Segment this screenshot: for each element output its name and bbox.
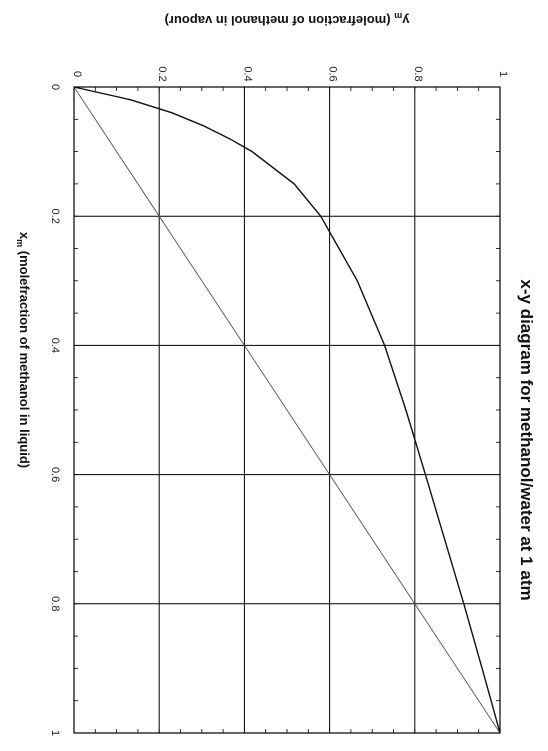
- x-tick-label: 0.6: [49, 467, 61, 482]
- x-axis-title-main: x: [17, 232, 32, 240]
- y-axis-title-sub: m: [394, 11, 402, 21]
- x-axis-title-sub: m: [15, 239, 25, 247]
- chart-title: x-y diagram for methanol/water at 1 atm: [517, 279, 536, 600]
- y-axis-title-rest: (molefraction of methanol in vapour): [165, 13, 395, 28]
- x-axis-title-rest: (molefraction of methanol in liquid): [17, 247, 32, 468]
- y-tick-labels: 0 0.2 0.4 0.6 0.8 1: [71, 66, 509, 81]
- y-axis-title-main: y: [401, 13, 409, 28]
- grid-lines: [74, 87, 500, 733]
- diagonal-line: [73, 86, 501, 734]
- plot-frame: [73, 86, 501, 734]
- y-tick-label: 0.6: [327, 66, 339, 81]
- x-tick-label: 0.2: [49, 209, 61, 224]
- y-tick-label: 0: [71, 71, 83, 77]
- y-tick-label: 1: [497, 71, 509, 77]
- equilibrium-curve: [73, 86, 501, 734]
- x-tick-label: 1: [49, 730, 61, 736]
- x-tick-labels: 0 0.2 0.4 0.6 0.8 1: [49, 84, 61, 736]
- y-tick-label: 0.2: [156, 66, 168, 81]
- y-axis-title: ym (molefraction of methanol in vapour): [165, 11, 410, 28]
- x-tick-label: 0.4: [49, 338, 61, 353]
- x-tick-label: 0.8: [49, 596, 61, 611]
- x-tick-label: 0: [49, 84, 61, 90]
- y-tick-label: 0.4: [241, 66, 253, 81]
- x-axis-title: xm (molefraction of methanol in liquid): [15, 232, 32, 468]
- y-tick-label: 0.8: [412, 66, 424, 81]
